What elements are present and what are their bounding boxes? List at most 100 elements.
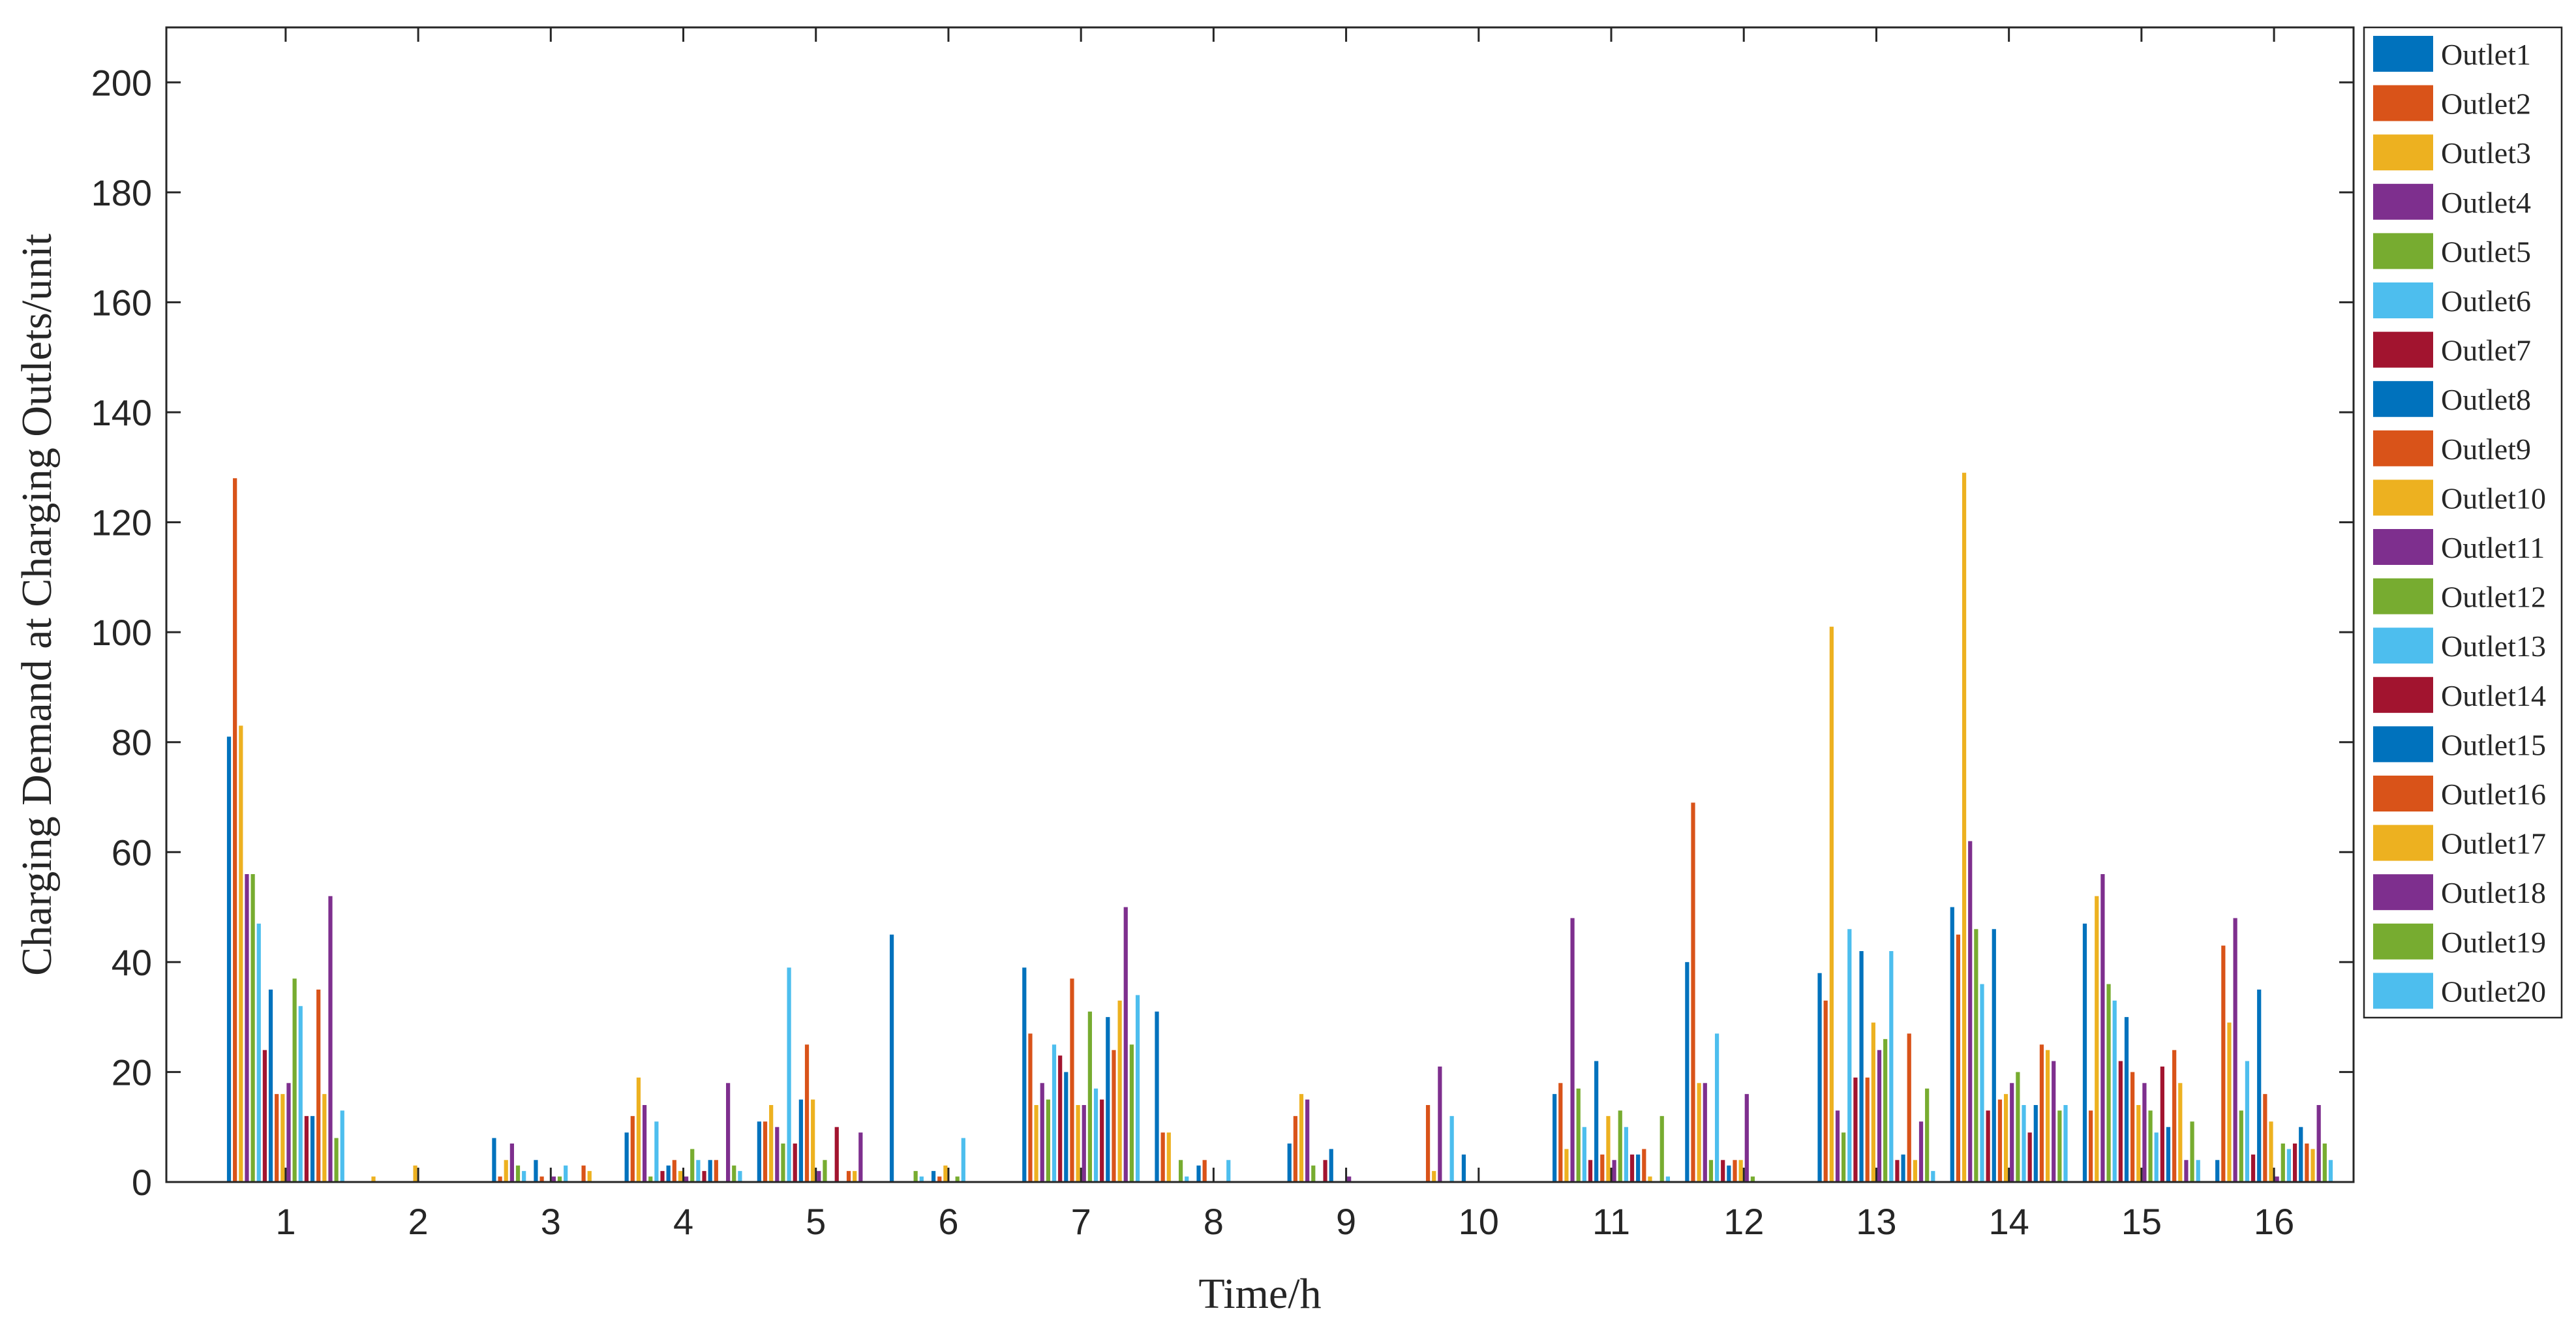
legend-label: Outlet1 bbox=[2441, 38, 2531, 71]
bar bbox=[1708, 1160, 1714, 1182]
bar bbox=[2233, 918, 2237, 1182]
bar bbox=[2245, 1061, 2250, 1182]
bar bbox=[1925, 1088, 1930, 1182]
bar bbox=[1123, 907, 1128, 1182]
bar bbox=[1841, 1132, 1846, 1182]
x-tick-label: 4 bbox=[673, 1201, 693, 1242]
bar bbox=[708, 1160, 712, 1182]
bar bbox=[1642, 1149, 1646, 1182]
bar bbox=[1576, 1088, 1581, 1182]
bar bbox=[1877, 1050, 1882, 1182]
bar bbox=[1135, 995, 1140, 1182]
y-tick-label: 40 bbox=[112, 942, 152, 983]
bar bbox=[371, 1176, 376, 1182]
bar bbox=[1956, 934, 1961, 1182]
bar bbox=[769, 1105, 774, 1182]
bar bbox=[1117, 1000, 1122, 1182]
bar bbox=[275, 1094, 279, 1182]
bar bbox=[539, 1176, 544, 1182]
bar bbox=[1901, 1154, 1905, 1182]
bar bbox=[1691, 802, 1695, 1182]
bar bbox=[1685, 962, 1690, 1182]
bar bbox=[931, 1171, 936, 1182]
legend-box bbox=[2363, 26, 2563, 1019]
bar bbox=[1853, 1077, 1858, 1182]
bar bbox=[1714, 1033, 1720, 1182]
bar bbox=[298, 1006, 303, 1182]
bar bbox=[726, 1083, 731, 1182]
bar bbox=[1738, 1160, 1743, 1182]
legend-label: Outlet2 bbox=[2441, 87, 2531, 121]
legend-swatch bbox=[2373, 36, 2433, 72]
bar bbox=[672, 1160, 676, 1182]
bar bbox=[636, 1077, 641, 1182]
bar bbox=[1992, 929, 1996, 1182]
bar bbox=[1196, 1165, 1201, 1182]
bar bbox=[1986, 1110, 1990, 1182]
bar bbox=[919, 1176, 924, 1182]
bar bbox=[2275, 1176, 2279, 1182]
bar bbox=[1829, 626, 1834, 1182]
legend-swatch bbox=[2373, 331, 2433, 368]
bar bbox=[2299, 1127, 2303, 1182]
bar bbox=[2221, 945, 2226, 1182]
bar bbox=[2286, 1149, 2292, 1182]
bar bbox=[2316, 1105, 2321, 1182]
bar bbox=[1329, 1149, 1333, 1182]
bar bbox=[1449, 1115, 1454, 1182]
bar bbox=[551, 1176, 556, 1182]
bar bbox=[2095, 896, 2099, 1182]
legend-swatch bbox=[2373, 134, 2433, 171]
x-tick-label: 9 bbox=[1336, 1201, 1356, 1242]
bar bbox=[1871, 1022, 1875, 1182]
bar bbox=[943, 1165, 948, 1182]
bar bbox=[666, 1165, 671, 1182]
bar bbox=[2196, 1160, 2200, 1182]
x-tick-label: 12 bbox=[1723, 1201, 1764, 1242]
x-tick-label: 6 bbox=[938, 1201, 958, 1242]
bar bbox=[1648, 1176, 1652, 1182]
y-tick-label: 160 bbox=[91, 282, 152, 323]
bar bbox=[2292, 1144, 2297, 1182]
legend-label: Outlet16 bbox=[2441, 778, 2546, 811]
bar bbox=[678, 1171, 683, 1182]
bar bbox=[2190, 1121, 2194, 1182]
bar bbox=[2112, 1000, 2117, 1182]
bar bbox=[250, 874, 255, 1182]
bar bbox=[522, 1171, 526, 1182]
bar bbox=[1636, 1154, 1641, 1182]
x-tick-label: 15 bbox=[2121, 1201, 2162, 1242]
bar bbox=[2106, 984, 2111, 1182]
y-tick-label: 80 bbox=[112, 722, 152, 763]
bar bbox=[1432, 1171, 1436, 1182]
bar bbox=[648, 1176, 653, 1182]
bar bbox=[1185, 1176, 1189, 1182]
bar bbox=[1950, 907, 1954, 1182]
bar bbox=[696, 1160, 701, 1182]
bar bbox=[1588, 1160, 1593, 1182]
x-tick-label: 10 bbox=[1459, 1201, 1499, 1242]
bar bbox=[757, 1121, 761, 1182]
bar bbox=[2172, 1050, 2177, 1182]
bar bbox=[1558, 1083, 1563, 1182]
bar bbox=[239, 725, 243, 1182]
bar bbox=[2166, 1127, 2171, 1182]
bar bbox=[2148, 1110, 2153, 1182]
bar bbox=[2124, 1017, 2129, 1182]
bar bbox=[245, 874, 249, 1182]
bar bbox=[256, 923, 261, 1182]
bar bbox=[1750, 1176, 1755, 1182]
bar bbox=[1299, 1094, 1304, 1182]
legend-label: Outlet20 bbox=[2441, 975, 2546, 1008]
bar bbox=[1968, 841, 1973, 1182]
bar bbox=[702, 1171, 706, 1182]
bar bbox=[798, 1099, 803, 1182]
bar bbox=[1093, 1088, 1099, 1182]
bar bbox=[2118, 1061, 2123, 1182]
bar bbox=[1178, 1160, 1183, 1182]
bar bbox=[1733, 1160, 1737, 1182]
bar bbox=[498, 1176, 502, 1182]
legend-swatch bbox=[2373, 776, 2433, 811]
bar bbox=[1087, 1011, 1092, 1182]
bar bbox=[1058, 1055, 1063, 1182]
